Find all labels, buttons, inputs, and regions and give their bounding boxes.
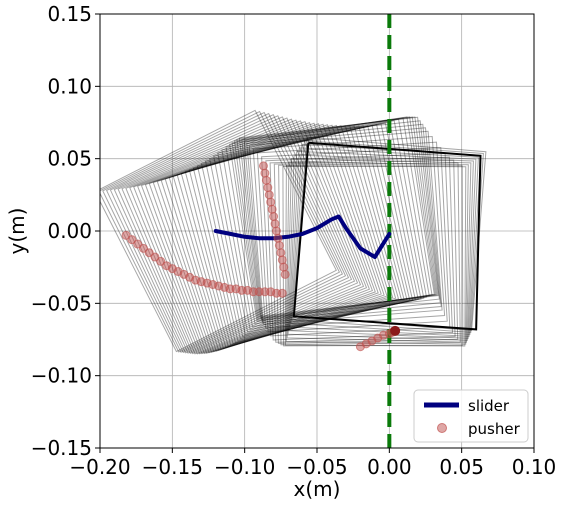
sweep-outline-55	[288, 150, 477, 339]
sweep-outline-29	[209, 122, 422, 336]
pusher-point-31	[263, 183, 273, 193]
sweep-outline-37	[236, 116, 438, 318]
y-axis-title: y(m)	[5, 208, 29, 255]
sweep-outline-5	[113, 115, 353, 354]
sweep-outline-13	[144, 122, 376, 354]
sweep-outline-47	[269, 156, 456, 343]
sweep-outline-39	[241, 120, 440, 319]
sweep-outline-11	[136, 121, 371, 355]
sweep-outline-1	[100, 110, 341, 353]
final-slider-outline	[292, 141, 482, 331]
sweep-outline-42	[248, 130, 443, 325]
sweep-outline-56	[289, 147, 479, 337]
sweep-outline-59	[292, 136, 487, 332]
pusher-final-point	[390, 325, 401, 336]
sweep-outline-8	[125, 118, 362, 355]
legend-pusher-label: pusher	[468, 420, 521, 438]
sweep-outline-2	[102, 111, 344, 353]
sweep-outline-9	[129, 119, 365, 355]
y-tick-label-6: 0.15	[47, 2, 92, 26]
series-layer	[121, 14, 401, 448]
legend-pusher-swatch	[437, 423, 447, 433]
y-tick-label-1: −0.10	[31, 364, 92, 388]
sweep-outline-6	[117, 116, 356, 354]
sweep-outline-12	[140, 121, 374, 355]
sweep-outline-46	[265, 152, 454, 341]
sweep-outline-41	[246, 127, 442, 323]
sweep-outline-0	[100, 109, 337, 353]
pusher-point-35	[269, 212, 279, 222]
x-tick-label-4: 0.00	[367, 455, 412, 479]
x-tick-label-2: −0.10	[214, 455, 275, 479]
sweep-outline-21	[176, 125, 400, 349]
x-axis-title: x(m)	[294, 477, 341, 501]
sweep-outline-44	[256, 141, 448, 333]
y-tick-label-4: 0.05	[47, 147, 92, 171]
sweep-outline-32	[221, 118, 430, 328]
pusher-point-27	[277, 288, 287, 298]
sweep-outline-26	[196, 124, 414, 342]
pusher-point-42	[279, 262, 289, 272]
sweep-outline-35	[231, 116, 436, 321]
slider-trajectory	[213, 214, 392, 260]
slider-sweep-outlines	[100, 109, 487, 355]
pusher-point-28	[258, 161, 268, 171]
x-tick-label-5: 0.05	[439, 455, 484, 479]
sweep-outline-48	[273, 159, 459, 344]
sweep-outline-50	[282, 165, 464, 347]
pusher-point-38	[273, 233, 283, 243]
x-tick-label-1: −0.15	[142, 455, 203, 479]
sweep-outline-14	[148, 123, 379, 354]
pusher-point-32	[264, 190, 274, 200]
pusher-point-33	[266, 197, 276, 207]
pusher-point-34	[267, 204, 277, 214]
x-tick-label-3: −0.05	[286, 455, 347, 479]
sweep-outline-16	[156, 124, 385, 353]
sweep-outline-38	[238, 116, 439, 317]
pusher-point-30	[261, 175, 271, 185]
sweep-outline-10	[133, 120, 368, 355]
pusher-point-29	[260, 168, 270, 178]
sweep-outline-19	[168, 125, 394, 350]
y-tick-label-2: −0.05	[31, 291, 92, 315]
sweep-outline-58	[291, 140, 484, 333]
sweep-outline-15	[152, 123, 382, 353]
sweep-outline-54	[287, 154, 474, 341]
y-tick-label-0: −0.15	[31, 436, 92, 460]
x-tick-label-6: 0.10	[512, 455, 557, 479]
final-slider-box	[292, 141, 482, 331]
sweep-outline-31	[217, 120, 428, 330]
sweep-outline-17	[160, 124, 388, 352]
sweep-outline-30	[213, 121, 425, 333]
sweep-outline-53	[286, 157, 472, 343]
sweep-outline-51	[284, 165, 467, 347]
sweep-outline-40	[243, 123, 441, 321]
x-tick-label-0: −0.20	[69, 455, 130, 479]
y-tick-label-5: 0.10	[47, 74, 92, 98]
sweep-outline-49	[278, 162, 461, 346]
sweep-outline-3	[105, 112, 347, 354]
y-axis-ticks: −0.15 −0.10 −0.05 0.00 0.05 0.10 0.15	[31, 2, 100, 460]
pusher-point-39	[274, 240, 284, 250]
y-tick-label-3: 0.00	[47, 219, 92, 243]
sweep-outline-34	[229, 116, 435, 323]
pusher-point-37	[271, 226, 281, 236]
legend-slider-label: slider	[468, 397, 510, 415]
sweep-outline-4	[109, 114, 350, 354]
pusher-point-41	[277, 255, 287, 265]
sweep-outline-28	[204, 123, 419, 338]
x-axis-ticks: −0.20 −0.15 −0.10 −0.05 0.00 0.05 0.10	[69, 448, 556, 479]
legend: slider pusher	[413, 389, 529, 443]
sweep-outline-7	[121, 117, 359, 355]
sweep-outline-27	[200, 123, 416, 340]
pusher-point-43	[280, 269, 290, 279]
sweep-outline-43	[252, 135, 446, 329]
sweep-outline-33	[225, 117, 433, 325]
pusher-point-40	[276, 248, 286, 258]
pusher-point-36	[270, 219, 280, 229]
sweep-outline-20	[172, 125, 397, 350]
sweep-outline-52	[285, 161, 469, 345]
sweep-outline-36	[233, 116, 437, 320]
